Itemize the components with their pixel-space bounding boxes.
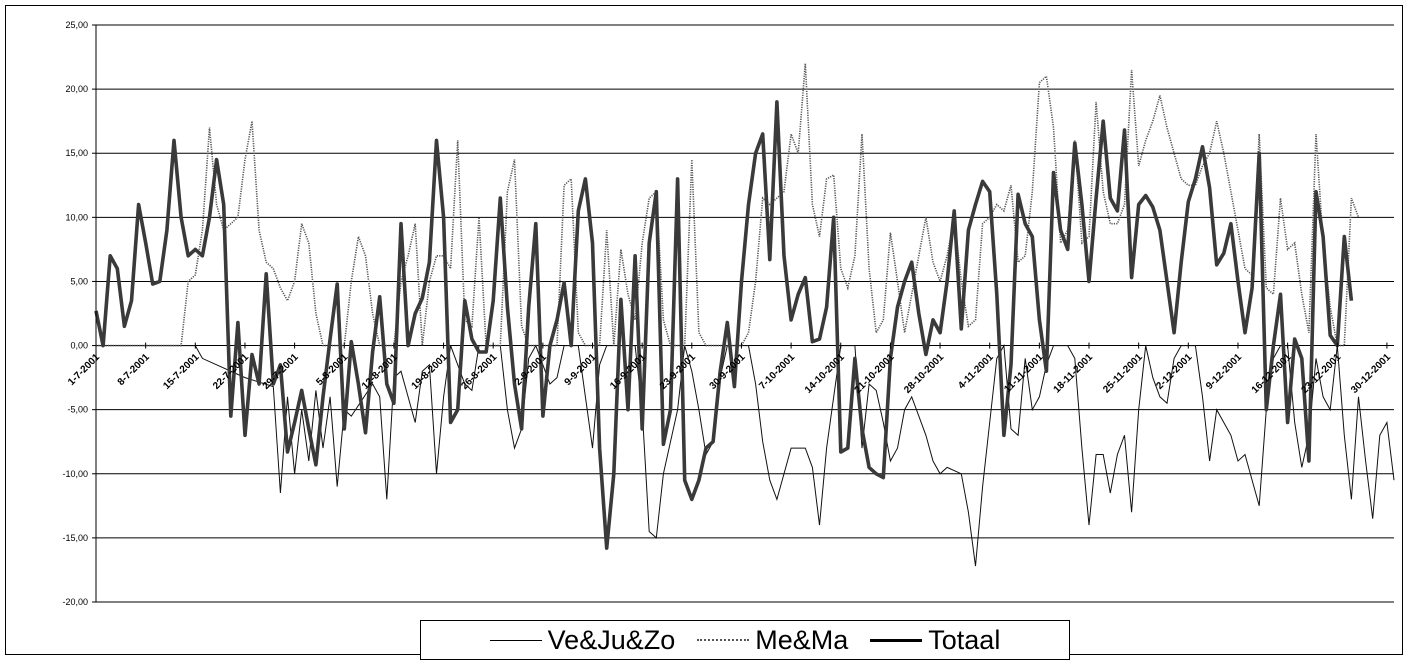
y-axis-tick-labels: 25,00 20,00 15,00 10,00 5,00 0,00 -5,00 -10,00 -… xyxy=(62,20,88,607)
x-tick-label: 9-12-2001 xyxy=(1204,352,1244,392)
legend-swatch-me-ma xyxy=(697,639,750,641)
legend-swatch-ve-ju-zo xyxy=(489,639,542,641)
series-lines xyxy=(94,63,1395,567)
legend-label: Totaal xyxy=(928,624,1001,655)
y-tick-label: -5,00 xyxy=(67,405,88,415)
legend-swatch-totaal xyxy=(870,638,923,642)
y-tick-label: 10,00 xyxy=(65,212,88,222)
legend-label: Ve&Ju&Zo xyxy=(547,624,676,655)
x-tick-label: 9-9-2001 xyxy=(563,352,599,388)
legend-item-ve-ju-zo: Ve&Ju&Zo xyxy=(489,624,676,655)
x-tick-label: 8-7-2001 xyxy=(116,352,152,388)
x-tick-label: 26-8-2001 xyxy=(459,352,499,392)
x-tick-label: 18-11-2001 xyxy=(1052,352,1096,396)
y-tick-label: 0,00 xyxy=(70,341,88,351)
series-line-ve-ju-zo xyxy=(96,343,1395,567)
x-tick-label: 30-12-2001 xyxy=(1349,352,1393,396)
y-tick-label: 20,00 xyxy=(65,84,88,94)
series-line-me-ma xyxy=(96,63,1360,347)
x-tick-label: 28-10-2001 xyxy=(902,352,946,396)
y-tick-label: -10,00 xyxy=(62,469,88,479)
grid-lines xyxy=(92,24,1394,603)
series-line-totaal xyxy=(94,100,1354,550)
x-tick-label: 30-9-2001 xyxy=(708,352,748,392)
x-tick-label: 19-8-2001 xyxy=(410,352,450,392)
x-tick-label: 4-11-2001 xyxy=(956,352,996,392)
x-tick-label: 2-9-2001 xyxy=(513,352,549,388)
x-tick-label: 7-10-2001 xyxy=(757,352,797,392)
x-tick-label: 5-8-2001 xyxy=(314,352,350,388)
legend-label: Me&Ma xyxy=(755,624,849,655)
y-tick-label: -15,00 xyxy=(62,533,88,543)
x-tick-label: 1-7-2001 xyxy=(66,352,102,388)
legend: Ve&Ju&Zo Me&Ma Totaal xyxy=(420,620,1070,660)
y-tick-label: -20,00 xyxy=(62,597,88,607)
y-tick-label: 5,00 xyxy=(70,276,88,286)
y-tick-label: 15,00 xyxy=(65,148,88,158)
x-tick-label: 25-11-2001 xyxy=(1101,352,1145,396)
y-tick-label: 25,00 xyxy=(65,20,88,30)
legend-item-totaal: Totaal xyxy=(870,624,1001,655)
legend-item-me-ma: Me&Ma xyxy=(697,624,849,655)
x-tick-label: 15-7-2001 xyxy=(161,352,201,392)
